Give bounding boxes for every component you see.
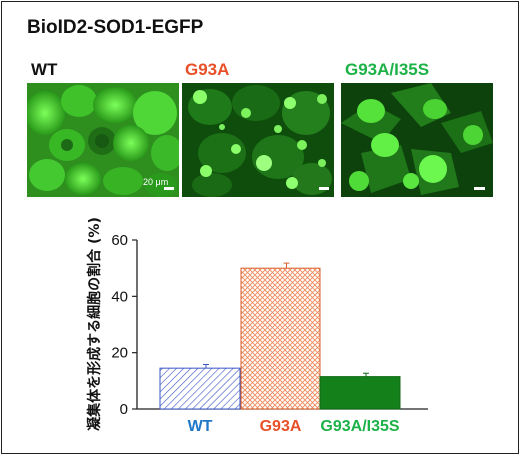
y-axis-title: 凝集体を形成する細胞の割合 (%) <box>86 217 103 431</box>
panel-label-g93a-i35s: G93A/I35S <box>345 60 430 79</box>
y-tick-label: 20 <box>111 345 128 362</box>
scale-bar <box>319 187 329 190</box>
scale-bar-label: 20 μm <box>143 177 169 187</box>
x-category-label: G93A <box>260 418 302 435</box>
micrograph-g93a <box>182 83 334 197</box>
micrograph-g93a-i35s <box>341 83 493 197</box>
micrograph-g93a-i35s-image <box>341 83 493 197</box>
y-tick-label: 0 <box>120 401 128 418</box>
bar-g93a-i35s <box>319 376 401 410</box>
x-category-label: WT <box>188 418 213 435</box>
figure-title: BioID2-SOD1-EGFP <box>27 17 204 38</box>
panel-label-g93a: G93A <box>185 60 230 79</box>
bar-g93a <box>240 267 321 410</box>
micrograph-wt: 20 μm <box>27 83 179 197</box>
x-category-label: G93A/I35S <box>320 418 399 435</box>
micrograph-wt-image <box>27 83 179 197</box>
micrograph-g93a-image <box>182 83 334 197</box>
scale-bar <box>164 187 174 190</box>
panel-label-wt: WT <box>31 60 58 79</box>
y-tick-label: 60 <box>111 232 128 249</box>
bar-wt <box>159 367 241 410</box>
y-tick-label: 40 <box>111 288 128 305</box>
scale-bar <box>474 187 485 190</box>
